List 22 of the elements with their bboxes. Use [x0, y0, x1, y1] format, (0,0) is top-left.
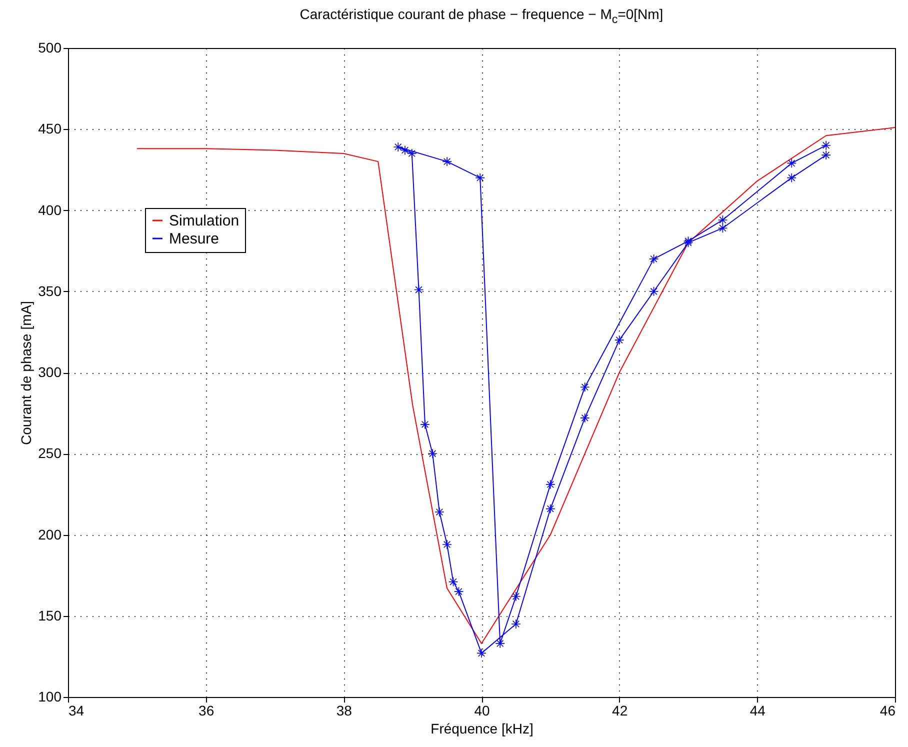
- y-axis-title: Courant de phase [mA]: [18, 301, 34, 445]
- y-tick-label: 400: [38, 202, 62, 218]
- x-tick-label: 44: [750, 702, 766, 718]
- legend-label: Mesure: [169, 230, 220, 248]
- x-tick-label: 34: [68, 702, 84, 718]
- x-tick-label: 42: [612, 702, 628, 718]
- x-axis-title: Fréquence [kHz]: [430, 720, 534, 736]
- line-series: [136, 127, 896, 644]
- y-tick-label: 150: [38, 607, 62, 624]
- x-tick-label: 40: [474, 702, 490, 718]
- y-tick-label: 100: [38, 688, 62, 704]
- legend-label: Simulation: [169, 212, 240, 230]
- x-tick-label: 46: [880, 702, 896, 718]
- y-tick-label: 350: [38, 282, 62, 299]
- chart-title: Caractéristique courant de phase − frequence − M$_{c}$=0[Nm]: [298, 6, 664, 26]
- y-tick-label: 300: [38, 364, 62, 380]
- y-tick-label: 250: [38, 445, 62, 462]
- y-tick-label: 200: [38, 526, 62, 542]
- y-tick-label: 500: [38, 40, 62, 56]
- x-tick-label: 36: [198, 702, 214, 718]
- y-tick-label: 450: [38, 120, 62, 137]
- x-tick-label: 38: [336, 702, 352, 718]
